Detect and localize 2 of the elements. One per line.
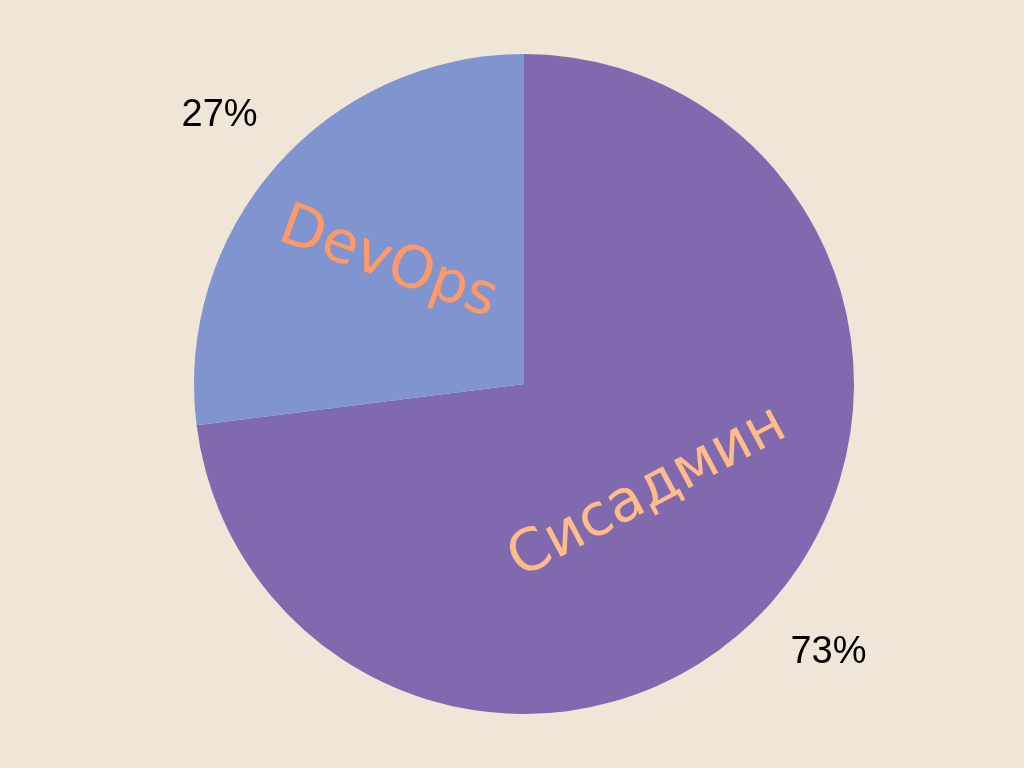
data-label: 73% xyxy=(790,628,867,671)
data-label: 27% xyxy=(181,92,258,135)
